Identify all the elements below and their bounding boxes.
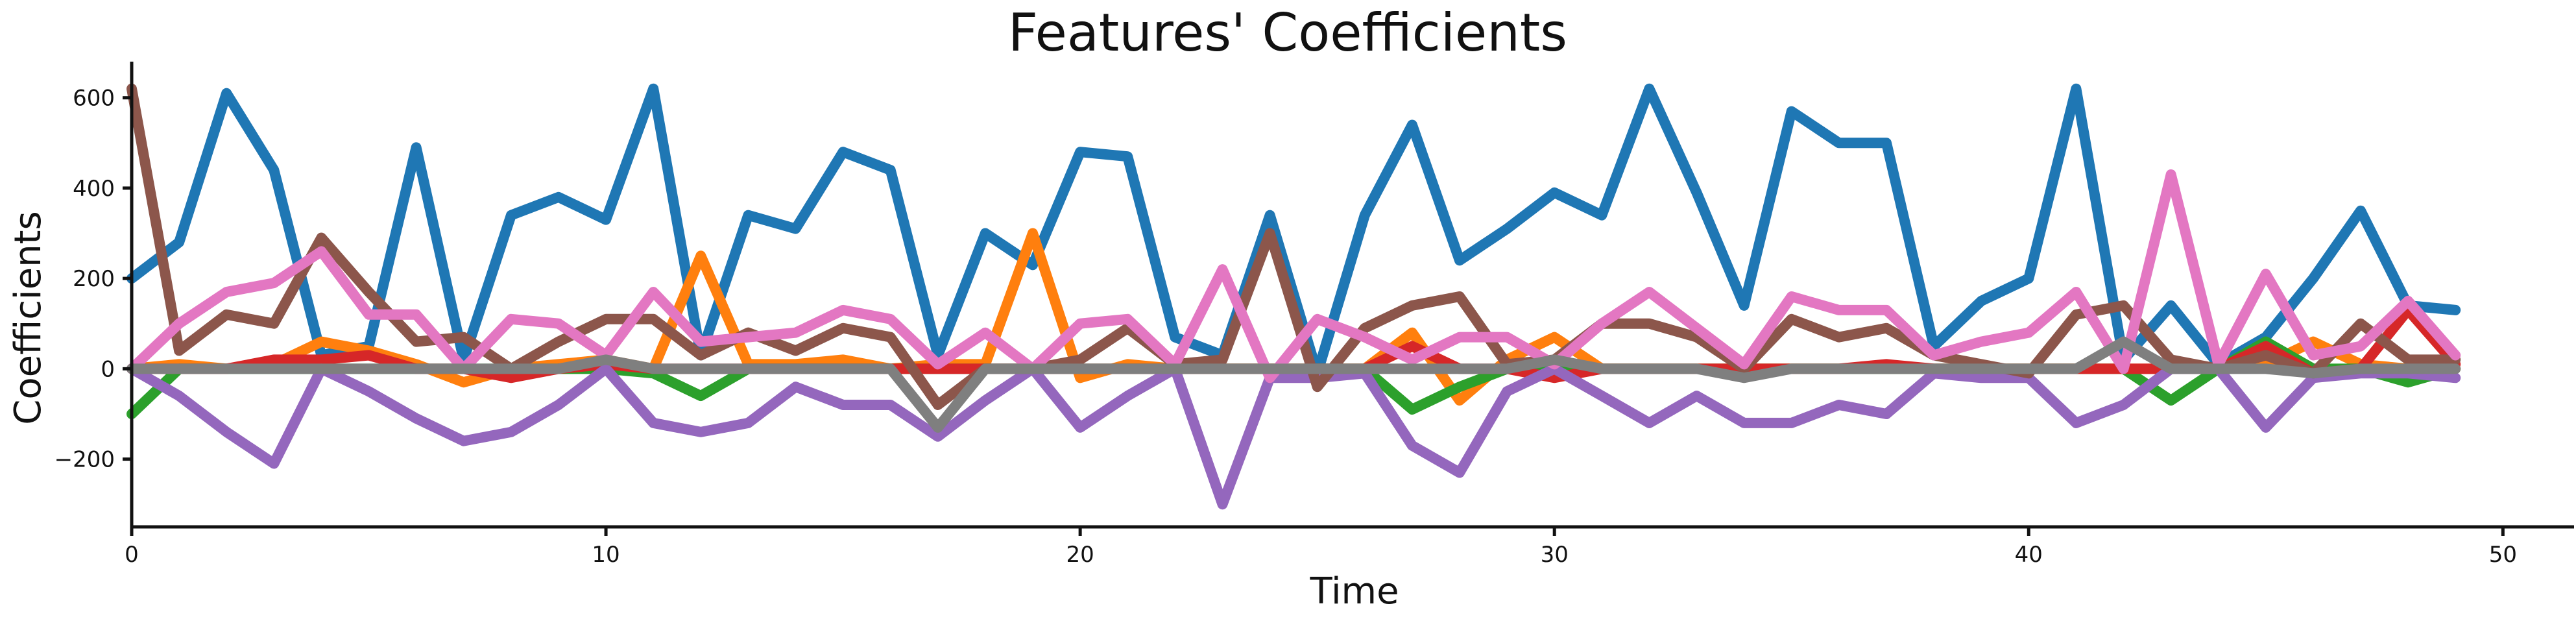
y-tick-label: 400 <box>73 176 115 202</box>
axes-layer: −200 0 200 400 600 0 10 20 30 40 50 <box>54 62 2574 568</box>
series-layer <box>126 83 2461 510</box>
y-tick-label: −200 <box>54 447 115 473</box>
y-tick-label: 600 <box>73 86 115 112</box>
series-line-8 <box>126 336 2461 433</box>
series-line-1 <box>126 83 2461 379</box>
x-tick-label: 10 <box>592 542 620 568</box>
y-tick-label: 0 <box>101 356 115 382</box>
x-tick-label: 40 <box>2015 542 2043 568</box>
y-axis-label: Coefficients <box>7 211 49 424</box>
series-line-7 <box>126 169 2461 383</box>
x-tick-label: 50 <box>2489 542 2517 568</box>
y-tick-label: 200 <box>73 266 115 292</box>
x-tick-label: 0 <box>125 542 139 568</box>
x-tick-label: 30 <box>1541 542 1569 568</box>
x-tick-label: 20 <box>1066 542 1094 568</box>
chart-title: Features' Coefficients <box>1008 3 1567 63</box>
x-axis-label: Time <box>1309 570 1399 613</box>
series-line-5 <box>126 363 2461 510</box>
